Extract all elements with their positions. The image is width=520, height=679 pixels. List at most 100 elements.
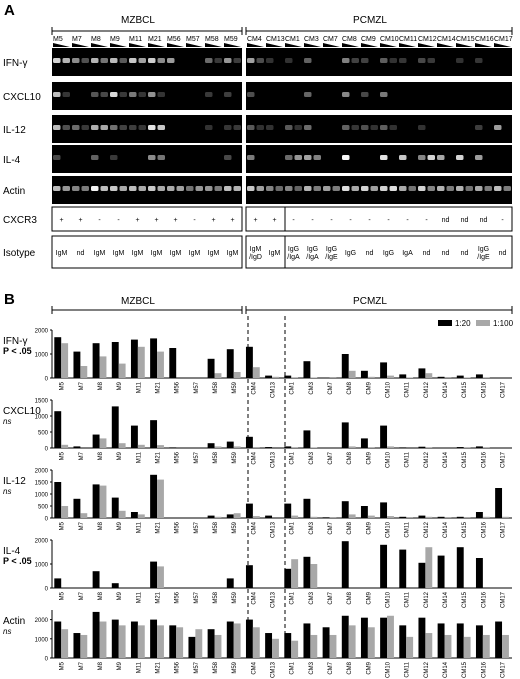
x-category-label: CM10 — [385, 381, 391, 398]
x-category-label: CM15 — [462, 381, 468, 398]
x-category-label: M59 — [232, 451, 238, 463]
bar-1to20 — [437, 376, 445, 378]
dilution-wedge-icon — [110, 43, 127, 47]
x-category-label: CM1 — [290, 591, 296, 604]
bar-1to100 — [425, 633, 433, 658]
table-cell: + — [135, 217, 139, 224]
bar-1to20 — [54, 411, 62, 448]
table-box-mzbcl — [51, 206, 243, 232]
x-category-label: M8 — [98, 591, 104, 600]
bar-1to100 — [310, 564, 318, 588]
gel-band — [342, 186, 350, 191]
x-category-label: M7 — [79, 381, 85, 390]
table-cell: IgA — [402, 250, 413, 257]
x-category-label: M59 — [232, 591, 238, 603]
x-category-label: CM15 — [462, 521, 468, 538]
gel-band — [53, 186, 61, 191]
gel-band — [389, 186, 397, 191]
gel-band — [119, 92, 127, 97]
bar-1to20 — [341, 615, 349, 658]
chart-panel-stat: ns — [3, 417, 11, 426]
x-category-label: CM12 — [424, 591, 430, 608]
dilution-wedge-icon — [186, 43, 203, 47]
gel-band — [62, 125, 70, 130]
gel-band — [256, 58, 264, 63]
gel-band — [110, 58, 118, 63]
bar-1to100 — [137, 444, 145, 448]
table-cell: IgG — [345, 250, 356, 257]
bar-1to100 — [214, 373, 222, 378]
legend-label-1to20: 1:20 — [455, 319, 471, 328]
bar-1to20 — [207, 358, 215, 378]
dilution-wedge-icon — [72, 43, 89, 47]
gel-band — [100, 92, 108, 97]
lane-label: M5 — [53, 36, 63, 43]
bar-1to20 — [265, 633, 273, 658]
gel-band — [110, 92, 118, 97]
legend-swatch-1to100 — [476, 320, 490, 326]
gel-band — [399, 58, 407, 63]
gel-band — [148, 186, 156, 191]
bar-1to100 — [252, 516, 260, 518]
dilution-wedge-icon — [494, 43, 511, 47]
bar-1to20 — [341, 541, 349, 588]
x-category-label: M11 — [136, 381, 142, 393]
y-tick-label: 1000 — [35, 563, 49, 569]
x-category-label: CM8 — [347, 381, 353, 394]
gel-band — [342, 58, 350, 63]
y-tick-label: 0 — [45, 517, 49, 523]
bar-1to100 — [157, 445, 164, 448]
table-cell: IgG/IgE — [325, 246, 338, 261]
bar-1to20 — [456, 375, 464, 378]
gel-strip-mzbcl — [52, 145, 242, 173]
gel-band — [361, 125, 369, 130]
x-category-label: M8 — [98, 521, 104, 530]
bar-1to100 — [348, 514, 356, 518]
x-category-label: M58 — [213, 451, 219, 463]
gel-band — [129, 58, 137, 63]
bar-1to100 — [310, 447, 318, 448]
bar-1to100 — [61, 506, 69, 518]
bar-1to100 — [80, 366, 88, 378]
bar-1to100 — [118, 510, 126, 518]
table-cell: nd — [442, 217, 450, 224]
x-category-label: M57 — [194, 661, 200, 673]
gel-band — [91, 125, 99, 130]
y-tick-label: 500 — [38, 431, 49, 437]
gel-band — [342, 155, 350, 160]
x-category-label: CM13 — [270, 521, 276, 538]
table-cell: nd — [366, 250, 374, 257]
bar-1to100 — [80, 513, 88, 518]
gel-band — [418, 186, 426, 191]
bar-1to20 — [380, 502, 388, 518]
lane-label: CM4 — [247, 36, 262, 43]
bar-1to20 — [207, 443, 215, 448]
x-category-label: M21 — [155, 381, 161, 393]
gel-band — [437, 155, 445, 160]
x-category-label: CM14 — [443, 381, 449, 398]
table-cell: + — [211, 217, 215, 224]
x-category-label: M57 — [194, 381, 200, 393]
gel-band — [129, 92, 137, 97]
gel-band — [285, 186, 293, 191]
bar-1to100 — [118, 625, 126, 658]
gel-strip-mzbcl — [52, 48, 242, 76]
bar-1to100 — [463, 636, 471, 658]
table-cell: + — [253, 217, 257, 224]
bar-1to20 — [226, 578, 234, 588]
gel-band — [389, 125, 397, 130]
bar-1to20 — [360, 506, 368, 518]
gel-band — [256, 125, 264, 130]
gel-band — [138, 58, 146, 63]
bar-1to20 — [341, 501, 349, 518]
gel-band — [266, 58, 274, 63]
bar-1to100 — [310, 516, 318, 518]
x-category-label: M7 — [79, 451, 85, 460]
x-category-label: CM12 — [424, 661, 430, 678]
gel-band — [418, 155, 426, 160]
lane-label: M58 — [205, 36, 219, 43]
bar-1to20 — [418, 446, 426, 448]
bar-1to20 — [73, 351, 81, 378]
gel-band — [266, 125, 274, 130]
gel-band — [100, 58, 108, 63]
